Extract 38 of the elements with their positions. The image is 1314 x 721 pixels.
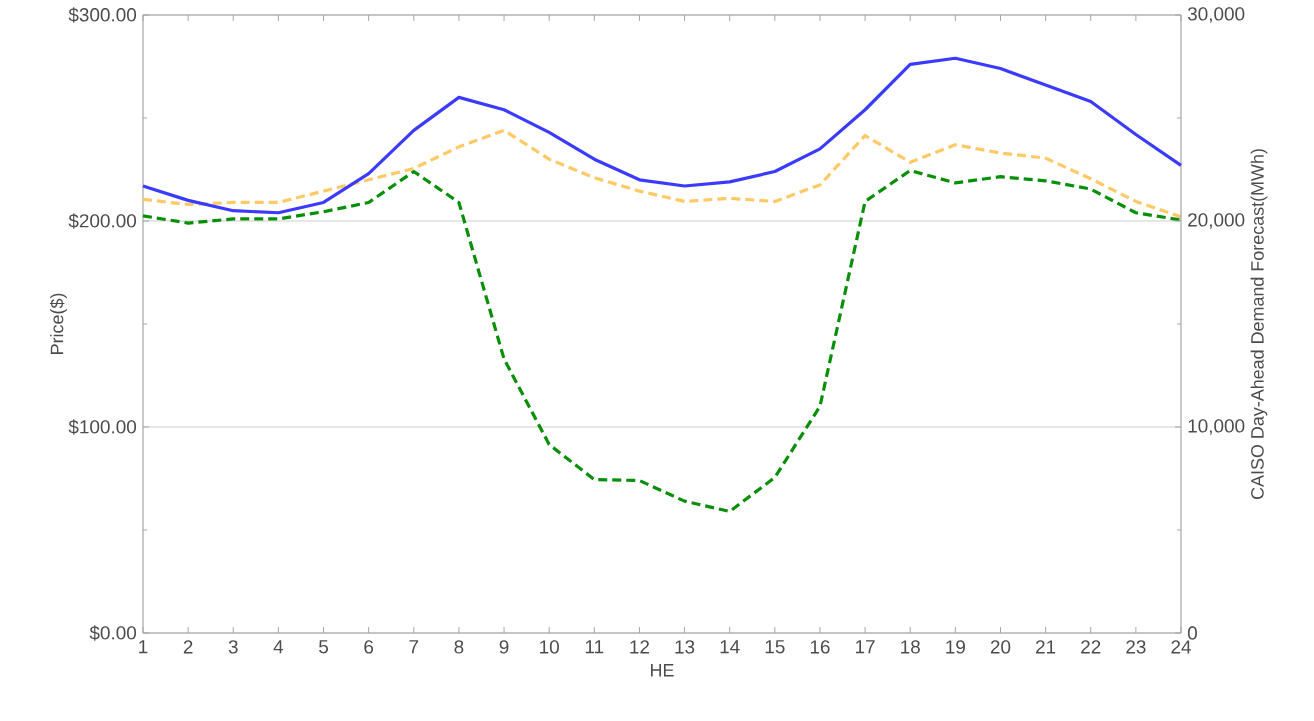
y-tick-label: $0.00 [89,625,137,641]
x-tick-label: 21 [1036,640,1056,654]
x-tick-label: 7 [409,640,419,654]
y-tick-label: $300.00 [68,7,137,23]
x-tick-label: 17 [855,640,875,654]
x-tick-label: 2 [183,640,193,654]
y2-tick-label: 0 [1187,626,1197,640]
x-tick-label: 13 [675,640,695,654]
y-axis-title: Price($) [49,293,67,354]
y2-axis-title: CAISO Day-Ahead Demand Forecast(MWh) [1250,149,1268,499]
x-tick-label: 20 [990,640,1011,654]
x-tick-label: 23 [1126,640,1146,654]
x-tick-label: 6 [364,640,374,654]
y2-tick-label: 30,000 [1187,7,1245,23]
x-tick-label: 16 [810,640,830,654]
y-tick-label: $100.00 [68,419,137,435]
line-series [141,168,1183,514]
x-tick-label: 14 [720,640,740,654]
y2-tick-label: 20,000 [1188,213,1245,229]
x-tick-label: 15 [765,640,785,654]
x-tick-label: 3 [228,640,238,654]
x-tick-label: 9 [499,640,509,654]
x-tick-label: 11 [585,640,604,654]
x-tick-label: 10 [540,640,559,654]
x-tick-label: 4 [273,640,284,654]
x-tick-label: 22 [1081,640,1101,654]
line-series [141,128,1183,219]
y-tick-label: $200.00 [68,213,137,229]
y2-tick-label: 10,000 [1188,419,1245,435]
x-tick-label: 24 [1171,640,1191,654]
x-tick-label: 5 [319,640,328,654]
x-tick-label: 8 [454,640,464,654]
x-tick-label: 19 [946,640,965,654]
x-tick-label: 1 [139,640,148,654]
line-series [141,56,1183,215]
x-tick-label: 12 [630,640,650,654]
x-tick-label: 18 [901,640,920,654]
x-axis-title: HE [651,664,674,677]
